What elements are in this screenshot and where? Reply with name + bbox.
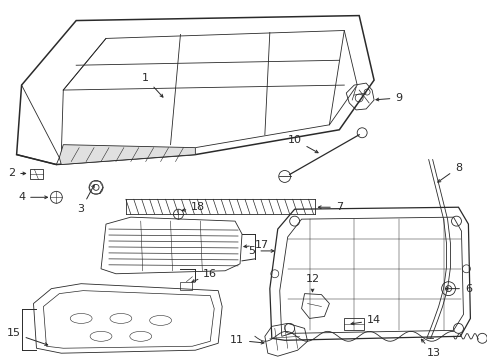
Text: 7: 7 [318, 202, 342, 212]
Bar [29, 170, 43, 179]
Text: 10: 10 [287, 135, 317, 153]
Text: 1: 1 [142, 73, 163, 97]
Text: 9: 9 [375, 93, 402, 103]
Text: 2: 2 [8, 168, 25, 179]
Text: 8: 8 [437, 162, 461, 182]
Text: 11: 11 [229, 335, 264, 345]
Text: 13: 13 [421, 339, 440, 358]
Text: 12: 12 [305, 274, 319, 292]
Bar [344, 319, 364, 330]
Polygon shape [59, 145, 195, 165]
Text: 14: 14 [350, 315, 380, 325]
Text: 18: 18 [182, 202, 205, 212]
Text: 3: 3 [78, 185, 94, 214]
Text: 17: 17 [244, 240, 268, 250]
Text: 6: 6 [445, 284, 471, 294]
Text: 5: 5 [248, 246, 273, 256]
Text: 4: 4 [18, 192, 47, 202]
Text: 15: 15 [7, 328, 48, 345]
Text: 16: 16 [191, 269, 217, 282]
Bar [180, 282, 192, 290]
